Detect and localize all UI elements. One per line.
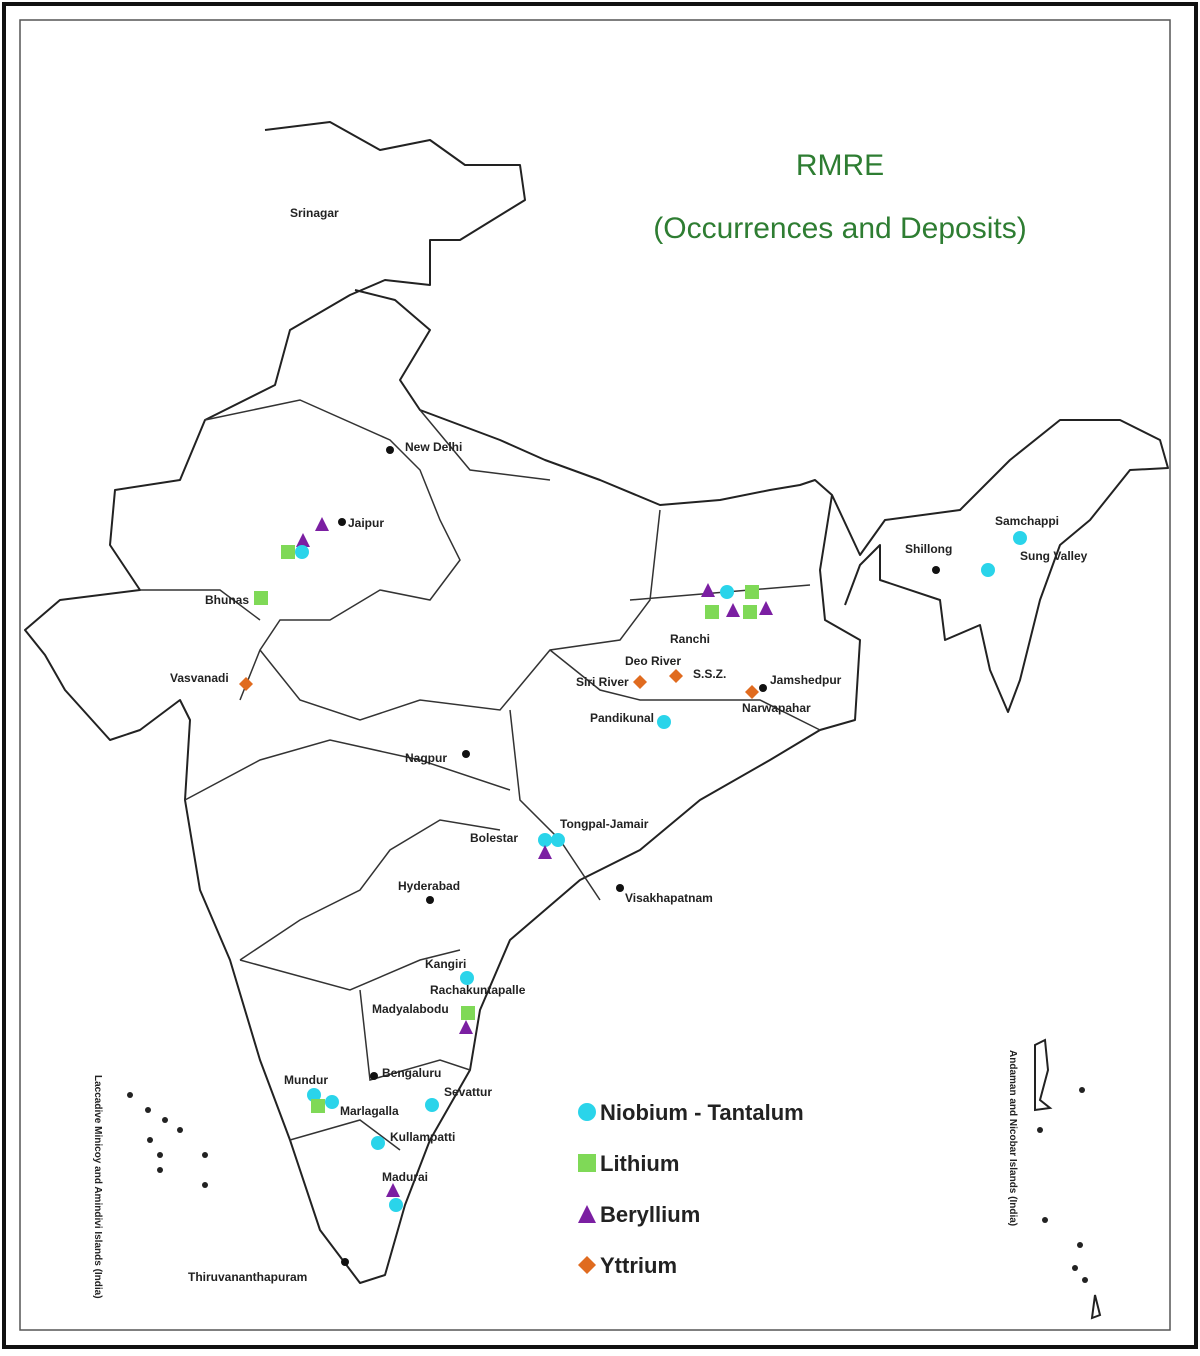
place-label: Bhunas	[205, 593, 249, 607]
marker-niobium-tantalum	[295, 545, 309, 559]
marker-niobium-tantalum	[720, 585, 734, 599]
place-label: Ranchi	[670, 632, 710, 646]
marker-yttrium	[745, 685, 759, 699]
marker-beryllium	[459, 1020, 473, 1034]
marker-niobium-tantalum	[538, 833, 552, 847]
marker-yttrium	[669, 669, 683, 683]
place-label: Shillong	[905, 542, 952, 556]
marker-lithium	[461, 1006, 475, 1020]
city-dot	[370, 1072, 378, 1080]
marker-beryllium	[538, 845, 552, 859]
marker-beryllium	[296, 533, 310, 547]
city-dot	[759, 684, 767, 692]
marker-lithium	[311, 1099, 325, 1113]
island-label: Andaman and Nicobar Islands (India)	[1007, 1050, 1018, 1226]
marker-beryllium	[759, 601, 773, 615]
city-dot	[341, 1258, 349, 1266]
place-label: New Delhi	[405, 440, 462, 454]
place-label: Vasvanadi	[170, 671, 229, 685]
place-label: Bolestar	[470, 831, 518, 845]
island-label: Laccadive Minicoy and Amindivi Islands (…	[92, 1075, 103, 1299]
city-dot	[338, 518, 346, 526]
marker-beryllium	[726, 603, 740, 617]
marker-niobium-tantalum	[460, 971, 474, 985]
marker-niobium-tantalum	[371, 1136, 385, 1150]
city-dot	[462, 750, 470, 758]
legend-label: Lithium	[600, 1151, 679, 1176]
place-label: S.S.Z.	[693, 667, 726, 681]
state-lines	[140, 399, 821, 1151]
marker-niobium-tantalum	[981, 563, 995, 577]
map-subtitle: (Occurrences and Deposits)	[653, 212, 1026, 245]
legend-label: Yttrium	[600, 1253, 677, 1278]
marker-niobium-tantalum	[657, 715, 671, 729]
legend-label: Beryllium	[600, 1202, 700, 1227]
marker-beryllium	[386, 1183, 400, 1197]
marker-niobium-tantalum	[1013, 531, 1027, 545]
place-label: Bengaluru	[382, 1066, 441, 1080]
place-label: Jaipur	[348, 516, 384, 530]
marker-lithium	[745, 585, 759, 599]
place-label: Mundur	[284, 1073, 328, 1087]
marker-lithium	[578, 1154, 596, 1172]
marker-beryllium	[315, 517, 329, 531]
map-title: RMRE	[796, 149, 884, 182]
marker-yttrium	[578, 1256, 596, 1274]
place-label: Jamshedpur	[770, 673, 842, 687]
marker-niobium-tantalum	[551, 833, 565, 847]
marker-lithium	[705, 605, 719, 619]
place-label: Thiruvananthapuram	[188, 1270, 307, 1284]
marker-niobium-tantalum	[325, 1095, 339, 1109]
place-label: Samchappi	[995, 514, 1059, 528]
city-dot	[616, 884, 624, 892]
marker-beryllium	[701, 583, 715, 597]
marker-yttrium	[633, 675, 647, 689]
inner-frame	[19, 19, 1171, 1331]
place-label: Hyderabad	[398, 879, 460, 893]
legend-label: Niobium - Tantalum	[600, 1100, 804, 1125]
place-label: Pandikunal	[590, 711, 654, 725]
place-label: Siri River	[576, 675, 629, 689]
marker-lithium	[281, 545, 295, 559]
place-label: Madyalabodu	[372, 1002, 449, 1016]
place-label: Sung Valley	[1020, 549, 1088, 563]
place-label: Srinagar	[290, 206, 339, 220]
marker-lithium	[743, 605, 757, 619]
city-dot	[932, 566, 940, 574]
place-label: Narwapahar	[742, 701, 811, 715]
marker-niobium-tantalum	[425, 1098, 439, 1112]
marker-niobium-tantalum	[389, 1198, 403, 1212]
islands	[127, 1038, 1102, 1320]
city-dot	[386, 446, 394, 454]
place-label: Madurai	[382, 1170, 428, 1184]
city-dot	[426, 896, 434, 904]
place-label: Sevattur	[444, 1085, 492, 1099]
northeast-outline	[831, 419, 1169, 713]
place-label: Visakhapatnam	[625, 891, 713, 905]
marker-beryllium	[578, 1205, 596, 1223]
place-label: Marlagalla	[340, 1104, 399, 1118]
marker-yttrium	[239, 677, 253, 691]
place-label: Tongpal-Jamair	[560, 817, 649, 831]
marker-lithium	[254, 591, 268, 605]
place-label: Kullampatti	[390, 1130, 455, 1144]
place-label: Nagpur	[405, 751, 447, 765]
marker-niobium-tantalum	[578, 1103, 596, 1121]
place-label: Rachakuntapalle	[430, 983, 526, 997]
marker-niobium-tantalum	[307, 1088, 321, 1102]
place-label: Deo River	[625, 654, 681, 668]
place-label: Kangiri	[425, 957, 466, 971]
